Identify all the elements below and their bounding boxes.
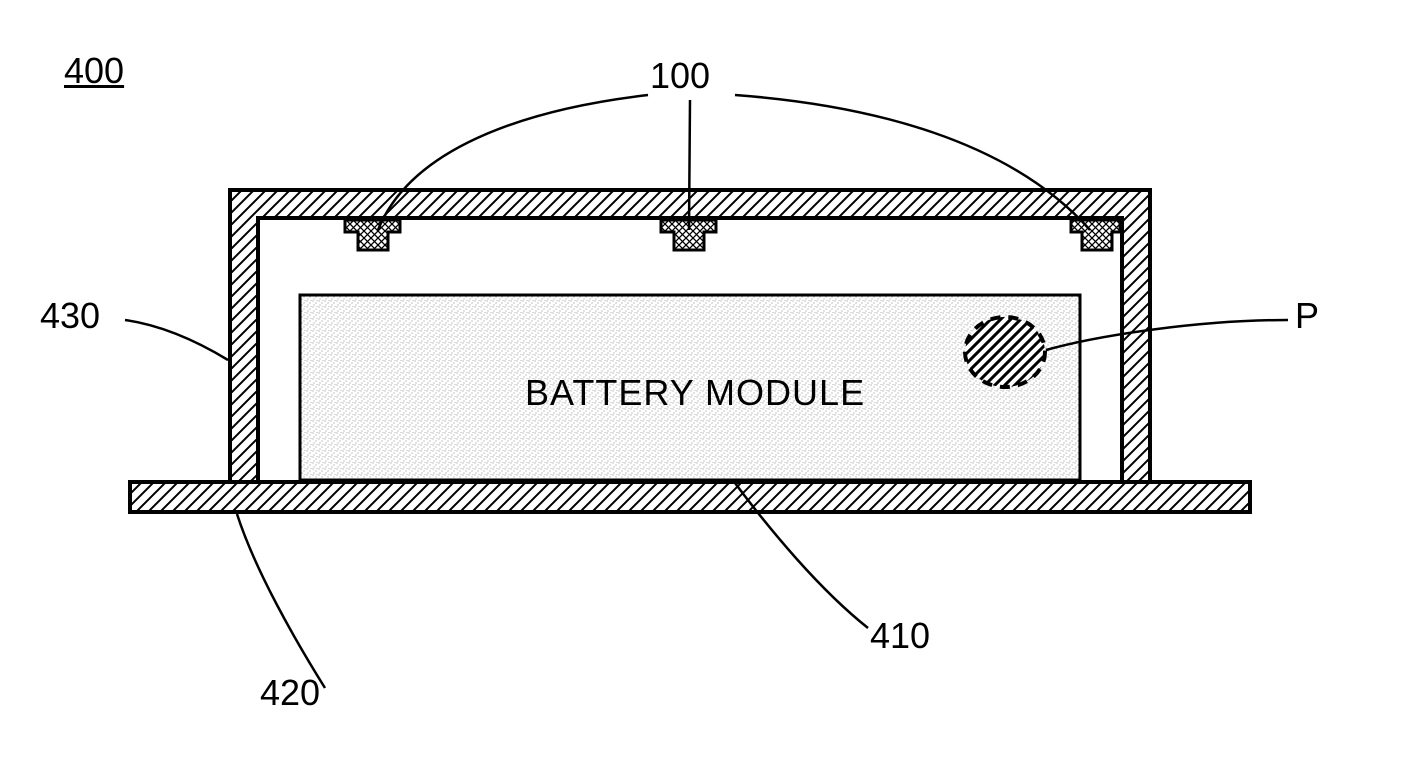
lower-plate (130, 482, 1250, 512)
nozzle-group (345, 220, 1120, 250)
label-100: 100 (650, 55, 710, 97)
nozzle-3 (1071, 220, 1120, 250)
label-420: 420 (260, 672, 320, 714)
figure-number: 400 (64, 50, 124, 92)
hotspot-p (965, 317, 1045, 387)
label-p: P (1295, 295, 1319, 337)
label-430: 430 (40, 295, 100, 337)
battery-module-label: BATTERY MODULE (525, 372, 865, 414)
nozzle-1 (345, 220, 400, 250)
label-410: 410 (870, 615, 930, 657)
